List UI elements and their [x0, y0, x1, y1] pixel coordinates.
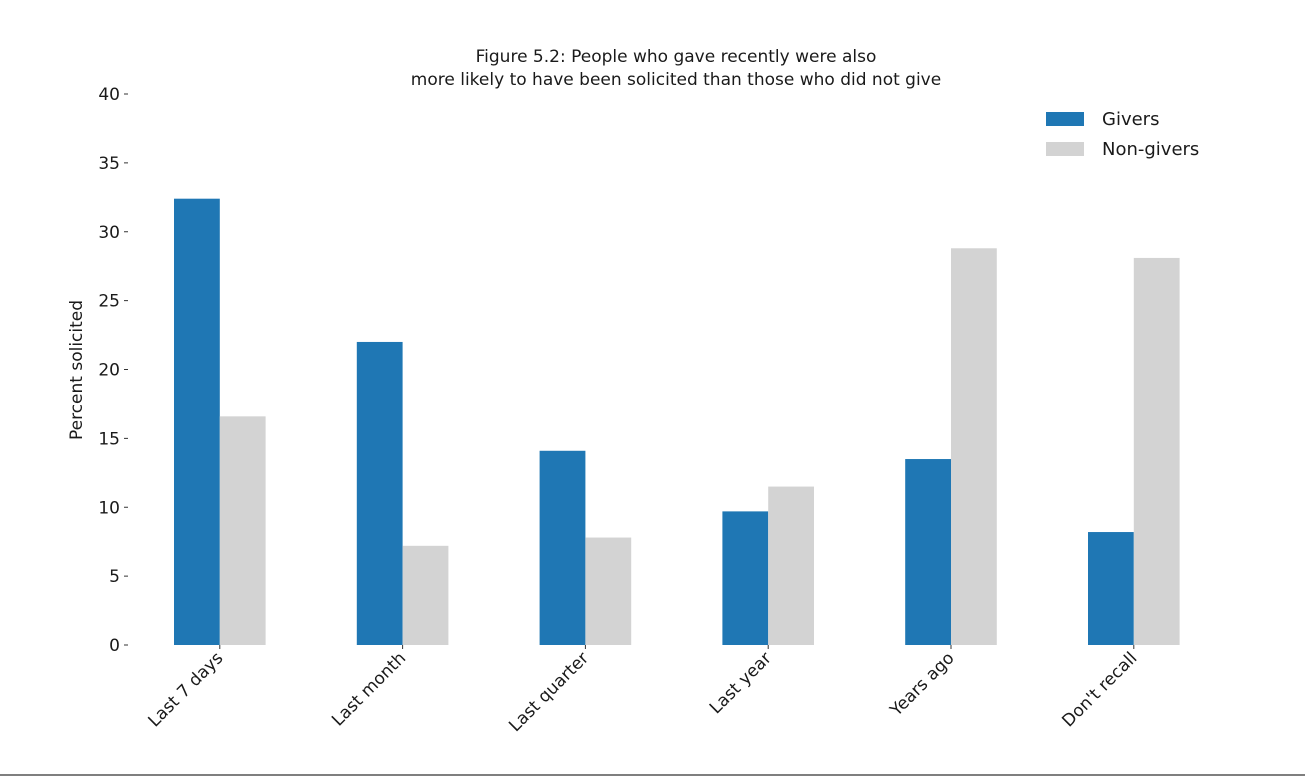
x-axis: Last 7 days Last month Last quarter Last ye…	[144, 645, 1141, 736]
legend-swatch	[1046, 142, 1084, 156]
x-tick-label: Last year	[706, 648, 776, 718]
bar-non-givers	[402, 545, 449, 645]
x-tick-label: Last 7 days	[144, 648, 227, 731]
legend-label: Givers	[1102, 109, 1159, 130]
y-axis: 0 5 10 15 20 25 30 35 40	[98, 85, 128, 656]
bar-non-givers	[951, 248, 997, 645]
bar-givers	[539, 450, 586, 645]
bar-givers	[174, 198, 220, 645]
x-tick-label: Years ago	[886, 648, 959, 721]
bar-non-givers	[1133, 257, 1180, 645]
chart-title-line: more likely to have been solicited than …	[411, 70, 941, 90]
bar-givers	[1088, 532, 1134, 645]
y-axis-label: Percent solicited	[67, 300, 87, 440]
x-tick-label: Last quarter	[505, 648, 593, 736]
bars	[174, 198, 1180, 645]
bar-non-givers	[585, 537, 632, 645]
bar-givers	[722, 511, 769, 645]
x-tick-label: Last month	[328, 648, 410, 730]
y-tick-label: 10	[98, 498, 120, 518]
bar-givers	[356, 341, 403, 645]
bar-givers	[905, 459, 951, 645]
bar-non-givers	[219, 416, 266, 645]
y-tick-label: 0	[109, 636, 120, 656]
x-tick-label: Don't recall	[1058, 648, 1141, 731]
legend: Givers Non-givers	[1046, 109, 1199, 160]
y-tick-label: 20	[98, 361, 120, 381]
y-tick-label: 25	[98, 292, 120, 312]
chart-title-line: Figure 5.2: People who gave recently wer…	[476, 47, 877, 67]
y-tick-label: 15	[98, 429, 120, 449]
bar-non-givers	[768, 486, 814, 645]
chart-title: Figure 5.2: People who gave recently wer…	[411, 47, 941, 90]
y-tick-label: 30	[98, 223, 120, 243]
y-tick-label: 5	[109, 567, 120, 587]
legend-label: Non-givers	[1102, 139, 1199, 160]
legend-swatch	[1046, 112, 1084, 126]
y-tick-label: 40	[98, 85, 120, 105]
y-tick-label: 35	[98, 154, 120, 174]
